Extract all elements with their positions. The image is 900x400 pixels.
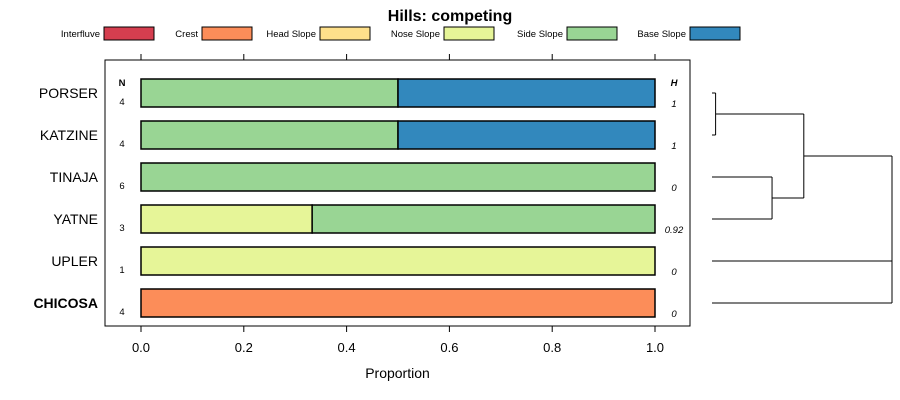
row-label: UPLER xyxy=(51,253,98,269)
legend-swatch xyxy=(319,26,371,41)
legend-swatch xyxy=(443,26,495,41)
bar-segment xyxy=(397,78,656,108)
row-n-value: 6 xyxy=(119,181,124,192)
legend-swatch xyxy=(566,26,618,41)
legend-label: Side Slope xyxy=(517,29,563,40)
n-header: N xyxy=(119,78,126,89)
row-label: KATZINE xyxy=(40,127,98,143)
row-label: TINAJA xyxy=(50,169,99,185)
bar-segment xyxy=(140,288,656,318)
legend-label: Head Slope xyxy=(266,29,316,40)
legend-label: Base Slope xyxy=(637,29,686,40)
legend-label: Nose Slope xyxy=(391,29,440,40)
row-label: YATNE xyxy=(53,211,98,227)
row-n-value: 4 xyxy=(119,97,124,108)
legend-swatch xyxy=(689,26,741,41)
row-label: CHICOSA xyxy=(33,295,98,311)
row-h-value: 0.92 xyxy=(665,225,684,236)
bar-segment xyxy=(140,162,656,192)
x-tick-label: 0.0 xyxy=(132,340,150,355)
x-tick-label: 1.0 xyxy=(646,340,664,355)
x-tick-label: 0.2 xyxy=(235,340,253,355)
bar-segment xyxy=(397,120,656,150)
x-tick-label: 0.6 xyxy=(440,340,458,355)
row-label: PORSER xyxy=(39,85,98,101)
legend-swatch xyxy=(201,26,253,41)
row-n-value: 4 xyxy=(119,139,124,150)
legend-label: Interfluve xyxy=(61,29,100,40)
legend-label: Crest xyxy=(175,29,198,40)
x-tick-label: 0.4 xyxy=(338,340,356,355)
row-h-value: 1 xyxy=(671,141,676,152)
row-h-value: 1 xyxy=(671,99,676,110)
legend-swatch xyxy=(103,26,155,41)
row-n-value: 1 xyxy=(119,265,124,276)
h-header: H xyxy=(671,78,679,89)
row-h-value: 0 xyxy=(671,267,677,278)
dendrogram xyxy=(712,92,893,304)
chart-title: Hills: competing xyxy=(388,8,512,25)
row-h-value: 0 xyxy=(671,183,677,194)
bar-segment xyxy=(140,78,399,108)
bar-segment xyxy=(140,204,313,234)
bar-segment xyxy=(311,204,656,234)
bar-segment xyxy=(140,120,399,150)
x-axis: 0.0 0.2 0.4 0.6 0.8 1.0 xyxy=(132,54,664,355)
x-axis-title: Proportion xyxy=(365,365,430,381)
x-tick-label: 0.8 xyxy=(543,340,561,355)
plot-frame xyxy=(104,59,691,327)
bar-segment xyxy=(140,246,656,276)
bars-group: PORSER 4 1 KATZINE 4 1 TINAJA 6 0 YATNE 3 0.92 UPLER… xyxy=(33,78,684,320)
legend: Interfluve Crest Head Slope Nose Slope Side … xyxy=(61,26,741,41)
row-n-value: 3 xyxy=(119,223,124,234)
row-n-value: 4 xyxy=(119,307,124,318)
row-h-value: 0 xyxy=(671,309,677,320)
